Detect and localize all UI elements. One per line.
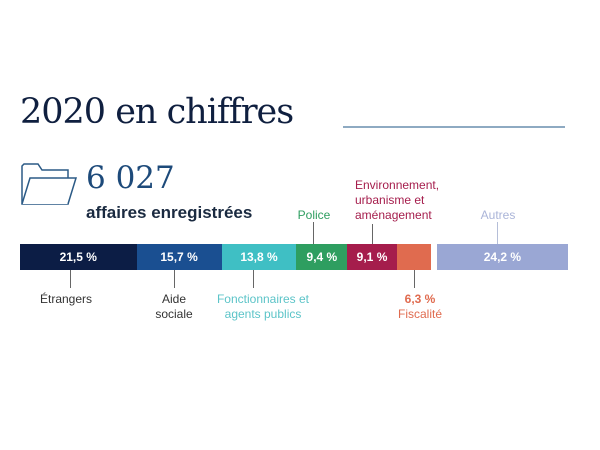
bar-segment-fiscalite	[396, 244, 431, 270]
tick-etrangers	[70, 270, 71, 288]
label-etrangers: Étrangers	[40, 292, 93, 306]
label-environnement: Environnement, urbanisme et aménagement	[355, 178, 440, 222]
bar-segment-fonctionnaires: 13,8 %	[221, 244, 297, 270]
tick-police	[313, 222, 314, 244]
bar-segment-autres: 24,2 %	[436, 244, 568, 270]
label-fiscalite: 6,3 % Fiscalité	[397, 292, 442, 321]
bar-segment-environnement: 9,1 %	[347, 244, 397, 270]
case-count-label: affaires enregistrées	[86, 203, 253, 222]
label-aide-sociale: Aide sociale	[155, 292, 193, 321]
tick-autres	[497, 222, 498, 244]
value-fiscalite: 6,3 %	[404, 292, 436, 306]
bar-segment-police: 9,4 %	[296, 244, 348, 270]
value-label-etrangers: 21,5 %	[59, 250, 97, 264]
bar-segment-etrangers: 21,5 %	[20, 244, 137, 270]
case-count: 6 027	[86, 160, 175, 196]
value-label-autres: 24,2 %	[483, 250, 522, 264]
label-autres: Autres	[480, 208, 516, 222]
page-title: 2020 en chiffres	[20, 92, 294, 132]
value-label-fonctionnaires: 13,8 %	[240, 250, 278, 264]
bar-segment-aide-sociale: 15,7 %	[136, 244, 222, 270]
tick-environnement	[372, 224, 373, 244]
value-label-police: 9,4 %	[306, 250, 338, 264]
tick-fiscalite	[414, 270, 415, 288]
value-label-aide-sociale: 15,7 %	[160, 250, 198, 264]
tick-aide-sociale	[174, 270, 175, 288]
label-police: Police	[297, 208, 331, 222]
title-rule	[343, 126, 565, 128]
tick-fonctionnaires	[253, 270, 254, 288]
value-label-environnement: 9,1 %	[356, 250, 388, 264]
folder-icon	[21, 163, 78, 205]
label-fonctionnaires: Fonctionnaires et agents publics	[216, 292, 310, 321]
